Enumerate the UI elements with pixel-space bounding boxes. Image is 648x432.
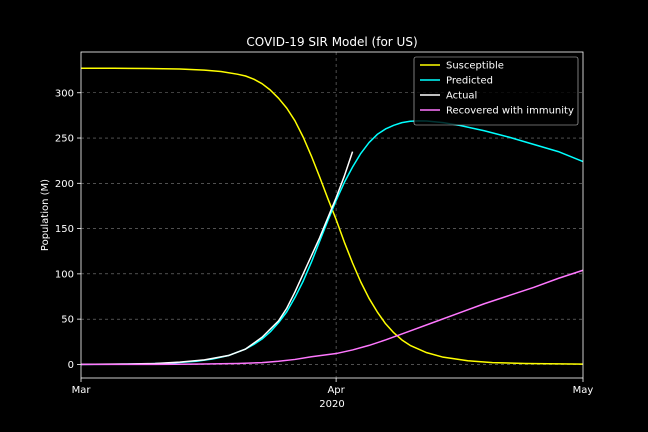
y-tick-label: 50 (61, 315, 74, 326)
y-tick-label: 250 (55, 134, 74, 145)
legend-label-predicted: Predicted (446, 76, 493, 87)
x-tick-label: Mar (72, 385, 92, 396)
y-tick-label: 0 (68, 360, 74, 371)
chart-title: COVID-19 SIR Model (for US) (246, 35, 417, 49)
axes-frame (80, 51, 584, 379)
y-axis-title: Population (M) (40, 179, 51, 251)
legend-label-susceptible: Susceptible (446, 61, 504, 72)
y-tick-label: 300 (55, 88, 74, 99)
legend-box (413, 56, 579, 126)
series-line-recovered-with-immunity (80, 269, 584, 366)
legend-label-recovered-with-immunity: Recovered with immunity (446, 106, 574, 117)
axis-ticks: 0 50 100 150 200 250 300 Mar Apr May (55, 88, 594, 396)
x-axis-title: 2020 (319, 399, 344, 410)
y-tick-label: 200 (55, 179, 74, 190)
legend: Susceptible Predicted Actual Recovered with… (413, 56, 579, 126)
legend-label-actual: Actual (446, 91, 477, 102)
y-tick-label: 150 (55, 224, 74, 235)
x-tick-label: Apr (327, 385, 345, 396)
x-tick-label: May (573, 385, 594, 396)
y-tick-label: 100 (55, 269, 74, 280)
series-line-actual (80, 151, 354, 366)
series-line-susceptible (81, 67, 584, 365)
grid-lines (81, 52, 583, 378)
